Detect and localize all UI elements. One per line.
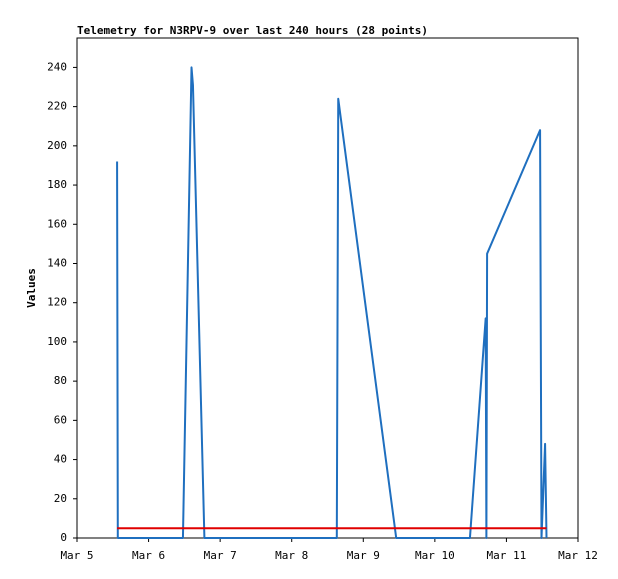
y-tick-label: 140 bbox=[47, 256, 67, 269]
y-tick-label: 120 bbox=[47, 296, 67, 309]
x-tick-label: Mar 8 bbox=[275, 549, 308, 562]
x-tick-label: Mar 10 bbox=[415, 549, 455, 562]
y-tick-label: 180 bbox=[47, 178, 67, 191]
y-tick-label: 240 bbox=[47, 60, 67, 73]
y-tick-label: 20 bbox=[54, 492, 67, 505]
y-tick-label: 220 bbox=[47, 100, 67, 113]
y-tick-label: 160 bbox=[47, 217, 67, 230]
y-tick-label: 80 bbox=[54, 374, 67, 387]
y-tick-label: 0 bbox=[60, 531, 67, 544]
x-tick-label: Mar 7 bbox=[204, 549, 237, 562]
x-tick-label: Mar 12 bbox=[558, 549, 598, 562]
y-tick-label: 40 bbox=[54, 453, 67, 466]
chart-title: Telemetry for N3RPV-9 over last 240 hour… bbox=[77, 24, 428, 37]
y-axis-label: Values bbox=[25, 268, 38, 308]
x-tick-label: Mar 5 bbox=[60, 549, 93, 562]
x-tick-label: Mar 6 bbox=[132, 549, 165, 562]
y-tick-label: 100 bbox=[47, 335, 67, 348]
data-line bbox=[116, 66, 548, 539]
y-tick-label: 200 bbox=[47, 139, 67, 152]
x-tick-label: Mar 11 bbox=[487, 549, 527, 562]
x-tick-label: Mar 9 bbox=[347, 549, 380, 562]
y-tick-label: 60 bbox=[54, 413, 67, 426]
